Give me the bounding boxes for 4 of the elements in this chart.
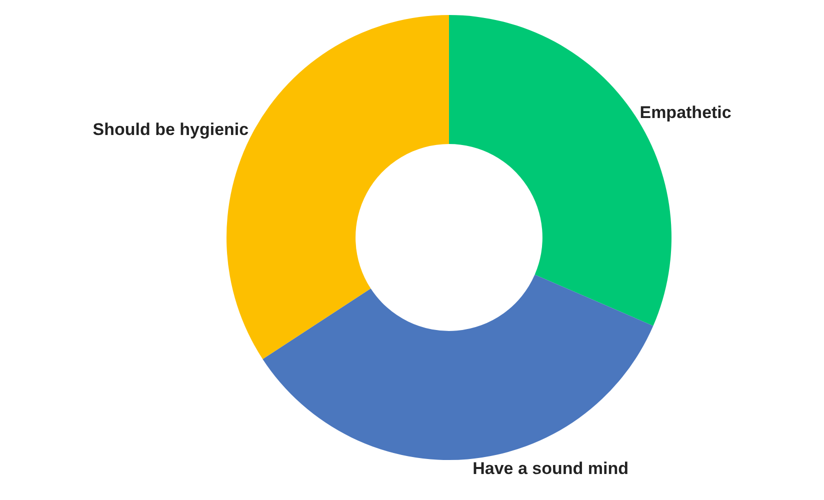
slice-label: Have a sound mind: [472, 459, 628, 478]
slice-label: Should be hygienic: [92, 120, 249, 139]
slice-label: Empathetic: [640, 102, 732, 122]
donut-slice: [262, 274, 654, 460]
